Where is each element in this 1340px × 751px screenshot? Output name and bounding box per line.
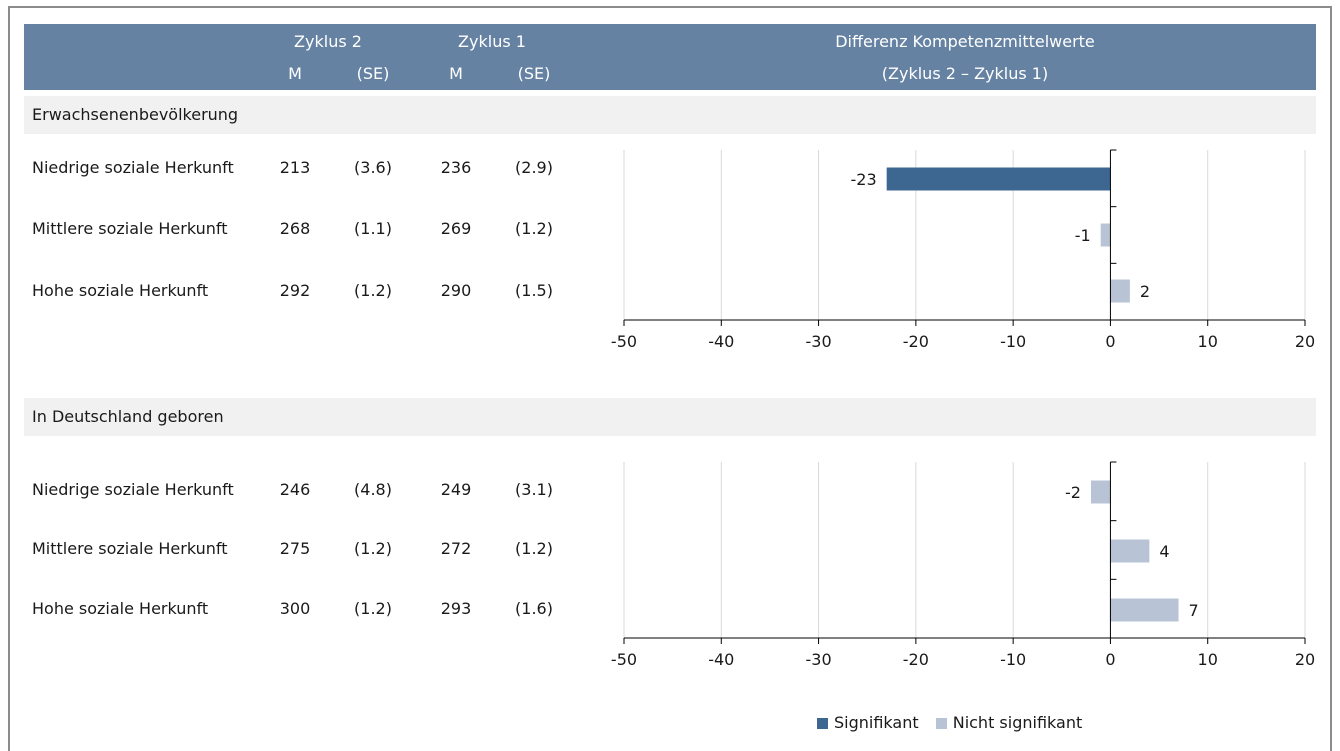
cell-m-zyklus2: 246 — [279, 480, 311, 499]
header-m-zyklus2: M — [288, 64, 302, 83]
legend-label-significant: Signifikant — [834, 713, 919, 732]
cell-m-zyklus1: 290 — [440, 281, 472, 300]
header-se-zyklus2: (SE) — [356, 64, 390, 83]
cell-se-zyklus2: (1.2) — [354, 539, 392, 558]
cell-se-zyklus2: (3.6) — [354, 158, 392, 177]
bar — [1110, 279, 1130, 303]
x-tick-label: -50 — [611, 650, 637, 669]
cell-m-zyklus2: 300 — [279, 599, 311, 618]
x-tick-label: -20 — [903, 332, 929, 351]
legend: Signifikant Nicht signifikant — [817, 713, 1082, 732]
cell-m-zyklus1: 272 — [440, 539, 472, 558]
cell-se-zyklus1: (1.2) — [515, 539, 553, 558]
section-header-deutschland: In Deutschland geboren — [24, 398, 1316, 436]
cell-se-zyklus2: (1.2) — [354, 599, 392, 618]
x-tick-label: -50 — [611, 332, 637, 351]
bar — [1100, 223, 1111, 247]
section-title: In Deutschland geboren — [32, 407, 224, 426]
bar — [1110, 598, 1179, 622]
header-se-zyklus1: (SE) — [517, 64, 551, 83]
cell-m-zyklus2: 268 — [279, 219, 311, 238]
section-title: Erwachsenenbevölkerung — [32, 105, 239, 124]
cell-m-zyklus1: 269 — [440, 219, 472, 238]
cell-se-zyklus1: (1.6) — [515, 599, 553, 618]
section-header-erwachsenen: Erwachsenenbevölkerung — [24, 96, 1316, 134]
x-tick-label: 10 — [1198, 332, 1218, 351]
cell-m-zyklus1: 293 — [440, 599, 472, 618]
cell-m-zyklus2: 213 — [279, 158, 311, 177]
x-tick-label: -30 — [806, 650, 832, 669]
x-tick-label: -10 — [1000, 650, 1026, 669]
x-tick-label: 0 — [1105, 332, 1115, 351]
row-label: Mittlere soziale Herkunft — [32, 539, 228, 558]
cell-m-zyklus1: 236 — [440, 158, 472, 177]
legend-swatch-not-significant — [935, 718, 947, 729]
header-zyklus2: Zyklus 2 — [294, 32, 362, 51]
x-tick-label: -30 — [806, 332, 832, 351]
cell-se-zyklus1: (1.5) — [515, 281, 553, 300]
row-label: Hohe soziale Herkunft — [32, 281, 209, 300]
x-tick-label: -40 — [708, 332, 734, 351]
cell-se-zyklus2: (1.1) — [354, 219, 392, 238]
header-m-zyklus1: M — [449, 64, 463, 83]
row-label: Niedrige soziale Herkunft — [32, 158, 234, 177]
row-label: Niedrige soziale Herkunft — [32, 480, 234, 499]
header-diff-subtitle: (Zyklus 2 – Zyklus 1) — [881, 64, 1049, 83]
bar-value-label: -1 — [1075, 226, 1091, 245]
x-tick-label: -10 — [1000, 332, 1026, 351]
bar-value-label: 4 — [1159, 542, 1169, 561]
cell-se-zyklus1: (3.1) — [515, 480, 553, 499]
x-tick-label: 10 — [1198, 650, 1218, 669]
cell-se-zyklus1: (2.9) — [515, 158, 553, 177]
cell-se-zyklus2: (4.8) — [354, 480, 392, 499]
bar-value-label: 2 — [1140, 282, 1150, 301]
legend-swatch-significant — [817, 718, 828, 729]
x-tick-label: -20 — [903, 650, 929, 669]
bar-value-label: -23 — [851, 170, 877, 189]
x-tick-label: 0 — [1105, 650, 1115, 669]
bar-value-label: 7 — [1189, 601, 1199, 620]
bar-value-label: -2 — [1065, 483, 1081, 502]
bar — [1090, 480, 1111, 504]
table-header: Zyklus 2 Zyklus 1 M (SE) M (SE) Differen… — [24, 24, 1316, 90]
x-tick-label: -40 — [708, 650, 734, 669]
bar — [1110, 539, 1150, 563]
cell-se-zyklus1: (1.2) — [515, 219, 553, 238]
cell-m-zyklus2: 292 — [279, 281, 311, 300]
bar — [886, 167, 1111, 191]
x-tick-label: 20 — [1295, 650, 1315, 669]
x-tick-label: 20 — [1295, 332, 1315, 351]
cell-m-zyklus2: 275 — [279, 539, 311, 558]
legend-label-not-significant: Nicht signifikant — [952, 713, 1083, 732]
cell-m-zyklus1: 249 — [440, 480, 472, 499]
row-label: Hohe soziale Herkunft — [32, 599, 209, 618]
row-label: Mittlere soziale Herkunft — [32, 219, 228, 238]
header-diff-title: Differenz Kompetenzmittelwerte — [835, 32, 1095, 51]
cell-se-zyklus2: (1.2) — [354, 281, 392, 300]
header-zyklus1: Zyklus 1 — [458, 32, 526, 51]
